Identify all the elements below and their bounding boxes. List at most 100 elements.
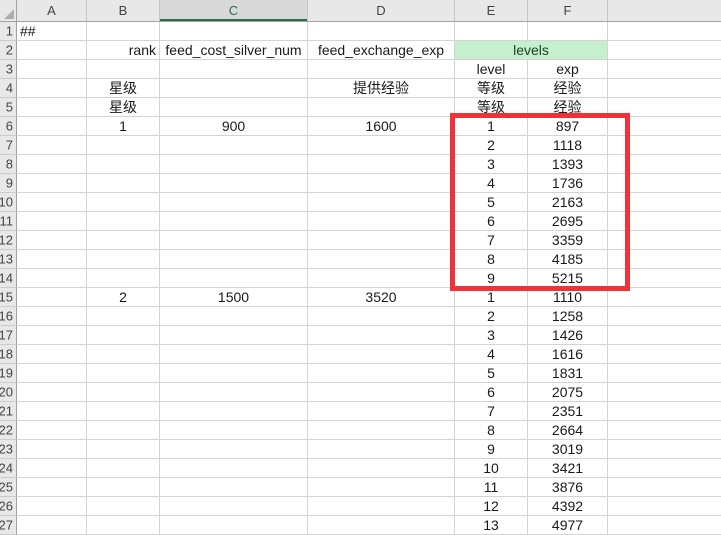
row-header-1[interactable]: 1 [0,22,17,41]
cell-D25[interactable] [308,478,455,497]
cell-F7[interactable]: 1118 [528,136,608,155]
cell-G12[interactable] [608,231,721,250]
cell-A7[interactable] [17,136,87,155]
cell-D10[interactable] [308,193,455,212]
cell-E2-F2-merged[interactable]: levels [455,41,608,60]
cell-C15[interactable]: 1500 [160,288,308,307]
cell-A8[interactable] [17,155,87,174]
cell-A15[interactable] [17,288,87,307]
cell-C13[interactable] [160,250,308,269]
cell-G13[interactable] [608,250,721,269]
cell-C12[interactable] [160,231,308,250]
cell-B7[interactable] [87,136,160,155]
cell-B14[interactable] [87,269,160,288]
cell-F20[interactable]: 2075 [528,383,608,402]
cell-G21[interactable] [608,402,721,421]
cell-G5[interactable] [608,98,721,117]
cell-D19[interactable] [308,364,455,383]
cell-A1[interactable]: ## [17,22,87,41]
cell-D4[interactable]: 提供经验 [308,79,455,98]
cell-G14[interactable] [608,269,721,288]
cell-C27[interactable] [160,516,308,535]
cell-F25[interactable]: 3876 [528,478,608,497]
cell-E20[interactable]: 6 [455,383,528,402]
cell-D8[interactable] [308,155,455,174]
cell-A16[interactable] [17,307,87,326]
cell-E6[interactable]: 1 [455,117,528,136]
cell-E7[interactable]: 2 [455,136,528,155]
cell-G22[interactable] [608,421,721,440]
cell-A12[interactable] [17,231,87,250]
row-header-10[interactable]: 10 [0,193,17,212]
cell-D24[interactable] [308,459,455,478]
cell-D26[interactable] [308,497,455,516]
cell-A26[interactable] [17,497,87,516]
cell-D23[interactable] [308,440,455,459]
cell-D7[interactable] [308,136,455,155]
cell-A9[interactable] [17,174,87,193]
cell-F6[interactable]: 897 [528,117,608,136]
cell-A21[interactable] [17,402,87,421]
cell-F11[interactable]: 2695 [528,212,608,231]
cell-G7[interactable] [608,136,721,155]
cell-F8[interactable]: 1393 [528,155,608,174]
cell-D15[interactable]: 3520 [308,288,455,307]
cell-A6[interactable] [17,117,87,136]
cell-E27[interactable]: 13 [455,516,528,535]
cell-C1[interactable] [160,22,308,41]
cell-B4[interactable]: 星级 [87,79,160,98]
cell-B9[interactable] [87,174,160,193]
cell-D18[interactable] [308,345,455,364]
cell-G23[interactable] [608,440,721,459]
cell-B10[interactable] [87,193,160,212]
cell-F27[interactable]: 4977 [528,516,608,535]
cell-E21[interactable]: 7 [455,402,528,421]
cell-F10[interactable]: 2163 [528,193,608,212]
cell-A19[interactable] [17,364,87,383]
cell-B22[interactable] [87,421,160,440]
cell-G3[interactable] [608,60,721,79]
cell-C16[interactable] [160,307,308,326]
row-header-7[interactable]: 7 [0,136,17,155]
cell-E23[interactable]: 9 [455,440,528,459]
cell-E24[interactable]: 10 [455,459,528,478]
column-header-A[interactable]: A [17,0,87,21]
cell-C5[interactable] [160,98,308,117]
cell-A17[interactable] [17,326,87,345]
row-header-20[interactable]: 20 [0,383,17,402]
cell-F5[interactable]: 经验 [528,98,608,117]
row-header-18[interactable]: 18 [0,345,17,364]
cell-C7[interactable] [160,136,308,155]
cell-C4[interactable] [160,79,308,98]
cell-B27[interactable] [87,516,160,535]
cell-D21[interactable] [308,402,455,421]
cell-B17[interactable] [87,326,160,345]
column-header-C[interactable]: C [160,0,308,21]
cell-D16[interactable] [308,307,455,326]
cell-C23[interactable] [160,440,308,459]
cell-B3[interactable] [87,60,160,79]
row-header-23[interactable]: 23 [0,440,17,459]
row-header-24[interactable]: 24 [0,459,17,478]
cell-F4[interactable]: 经验 [528,79,608,98]
column-header-filler[interactable] [608,0,721,21]
cell-D13[interactable] [308,250,455,269]
row-header-22[interactable]: 22 [0,421,17,440]
cell-G20[interactable] [608,383,721,402]
cell-A3[interactable] [17,60,87,79]
cell-C18[interactable] [160,345,308,364]
cell-E3[interactable]: level [455,60,528,79]
cell-G27[interactable] [608,516,721,535]
cell-C24[interactable] [160,459,308,478]
cell-A27[interactable] [17,516,87,535]
cell-A10[interactable] [17,193,87,212]
cell-B18[interactable] [87,345,160,364]
cell-C3[interactable] [160,60,308,79]
cell-G17[interactable] [608,326,721,345]
cell-B23[interactable] [87,440,160,459]
cell-E25[interactable]: 11 [455,478,528,497]
cell-A2[interactable] [17,41,87,60]
cell-E13[interactable]: 8 [455,250,528,269]
cell-F19[interactable]: 1831 [528,364,608,383]
cell-A18[interactable] [17,345,87,364]
